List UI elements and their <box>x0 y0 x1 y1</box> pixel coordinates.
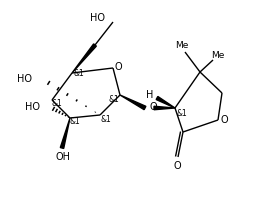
Text: &1: &1 <box>101 115 111 123</box>
Text: &1: &1 <box>74 68 84 78</box>
Text: OH: OH <box>55 152 70 162</box>
Text: Me: Me <box>175 41 189 50</box>
Text: &1: &1 <box>177 108 187 118</box>
Text: &1: &1 <box>109 96 119 104</box>
Text: O: O <box>220 115 228 125</box>
Polygon shape <box>120 95 146 110</box>
Text: HO: HO <box>25 102 40 112</box>
Polygon shape <box>60 118 70 148</box>
Text: H: H <box>146 90 154 100</box>
Text: HO: HO <box>17 74 32 84</box>
Text: O: O <box>114 62 122 72</box>
Text: &1: &1 <box>52 99 62 107</box>
Text: O: O <box>173 161 181 171</box>
Text: &1: &1 <box>70 117 80 125</box>
Polygon shape <box>72 44 96 73</box>
Text: O: O <box>149 102 157 112</box>
Text: Me: Me <box>211 50 225 60</box>
Polygon shape <box>154 106 175 110</box>
Polygon shape <box>156 97 175 108</box>
Text: HO: HO <box>90 13 105 23</box>
